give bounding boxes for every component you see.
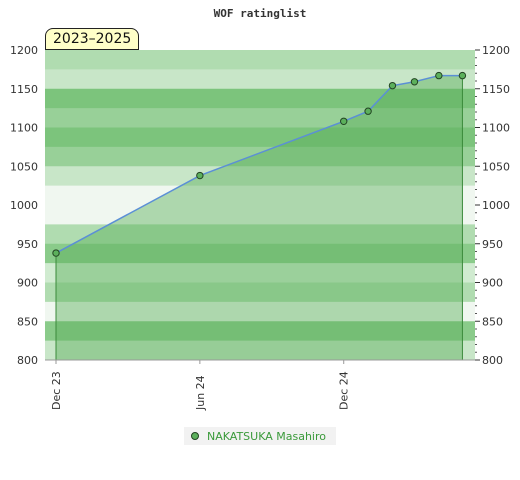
data-point: [458, 71, 467, 80]
band: [45, 127, 475, 148]
data-point: [52, 249, 60, 257]
legend[interactable]: NAKATSUKA Masahiro: [184, 427, 336, 445]
series-line: [55, 74, 463, 254]
y-tick-label-right: 850: [482, 315, 503, 328]
y-tick-label-left: 1200: [10, 44, 38, 57]
band: [45, 301, 475, 322]
x-tick-label: Dec 24: [338, 371, 351, 410]
data-point: [196, 171, 204, 180]
series-points: [52, 71, 467, 257]
data-point: [410, 78, 419, 86]
band: [45, 224, 475, 245]
data-point: [388, 81, 397, 90]
background-bands: [45, 50, 475, 361]
band: [45, 50, 475, 70]
band: [45, 243, 475, 264]
y-tick-label-right: 1000: [482, 199, 510, 212]
y-tick-label-left: 1100: [10, 122, 38, 135]
series-fill: [56, 75, 463, 360]
y-tick-label-right: 1050: [482, 160, 510, 173]
band: [45, 69, 475, 90]
band: [45, 340, 475, 361]
band: [45, 321, 475, 342]
y-tick-label-left: 900: [17, 277, 38, 290]
legend-marker: [191, 432, 199, 440]
chart-title: WOF ratinglist: [214, 7, 307, 20]
y-tick-label-right: 950: [482, 238, 503, 251]
y-tick-label-right: 800: [482, 354, 503, 367]
data-point: [435, 71, 443, 80]
y-tick-label-left: 1000: [10, 199, 38, 212]
data-point: [364, 107, 372, 115]
y-tick-label-right: 1200: [482, 44, 510, 57]
band: [45, 146, 475, 167]
y-tick-label-right: 900: [482, 277, 503, 290]
period-label: 2023–2025: [45, 28, 140, 50]
y-tick-label-right: 1150: [482, 83, 510, 96]
y-tick-label-right: 1100: [482, 122, 510, 135]
legend-entry: NAKATSUKA Masahiro: [207, 429, 326, 443]
axes: 800 800 850 850 900 900 950 950 1000 1000 1050 1050…: [10, 44, 510, 411]
band: [45, 282, 475, 303]
band: [45, 205, 475, 225]
band: [45, 88, 475, 109]
y-tick-label-left: 850: [17, 315, 38, 328]
y-tick-label-left: 1050: [10, 160, 38, 173]
band: [45, 166, 475, 187]
band: [45, 263, 475, 283]
y-tick-label-left: 1150: [10, 83, 38, 96]
data-point: [340, 117, 348, 126]
y-tick-label-left: 950: [17, 238, 38, 251]
x-tick-label: Dec 23: [50, 371, 63, 410]
y-tick-label-left: 800: [17, 354, 38, 367]
series-area: [55, 74, 463, 360]
x-tick-label: Jun 24: [194, 375, 207, 411]
